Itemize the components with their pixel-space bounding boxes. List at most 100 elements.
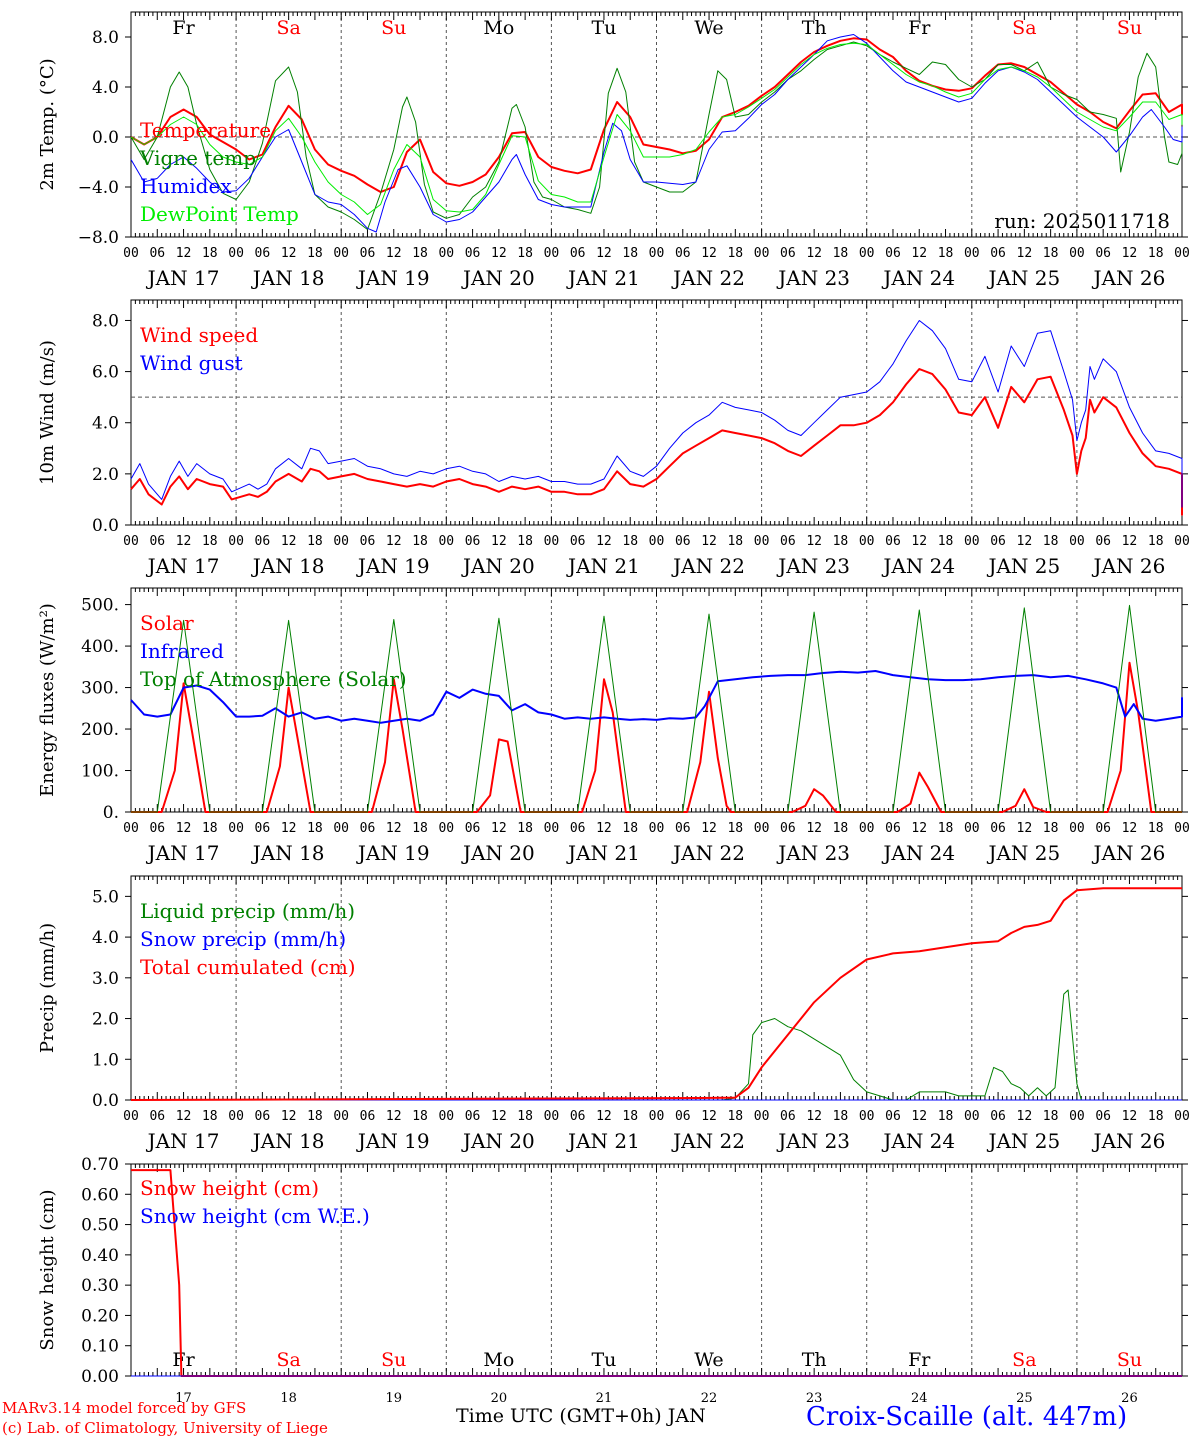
x-hour-label: 00	[333, 534, 349, 549]
station-name: Croix-Scaille (alt. 447m)	[806, 1402, 1128, 1432]
panel-2: 8.0 6.0 4.0 2.0 0.0 10m Wind (m/s) 00 06 12 18 JAN…	[37, 299, 1190, 578]
legend-entry: Total cumulated (cm)	[140, 955, 356, 979]
weekday-label: Su	[381, 17, 406, 39]
legend-entry: Snow height (cm W.E.)	[140, 1204, 370, 1228]
x-hour-label: 18	[727, 1109, 743, 1124]
x-hour-label: 18	[412, 821, 428, 836]
x-date-label: JAN 18	[251, 841, 325, 865]
x-date-label: JAN 25	[986, 266, 1060, 290]
weekday-label: Sa	[1012, 17, 1036, 39]
x-hour-label: 12	[911, 534, 927, 549]
y-tick-label: 4.0	[92, 414, 119, 434]
x-hour-label: 00	[438, 1109, 454, 1124]
y-tick-label: 0.0	[92, 516, 119, 536]
weekday-label: Sa	[276, 1349, 300, 1371]
x-hour-label: 00	[438, 246, 454, 261]
x-hour-label: 00	[649, 534, 665, 549]
y-tick-label: 400.	[81, 637, 119, 657]
x-hour-label: 06	[149, 821, 165, 836]
x-hour-label: 06	[1095, 1109, 1111, 1124]
x-hour-label: 18	[307, 534, 323, 549]
x-hour-label: 12	[806, 821, 822, 836]
x-date-label: JAN 17	[146, 841, 220, 865]
x-day-number: 17	[175, 1391, 192, 1406]
x-hour-label: 00	[754, 534, 770, 549]
x-hour-label: 06	[675, 1109, 691, 1124]
x-hour-label: 00	[1174, 821, 1190, 836]
x-hour-label: 18	[1043, 821, 1059, 836]
x-date-label: JAN 21	[566, 266, 640, 290]
x-hour-label: 00	[859, 534, 875, 549]
x-hour-label: 00	[228, 246, 244, 261]
y-tick-label: 0.40	[81, 1246, 119, 1266]
series-line	[130, 670, 1183, 724]
x-hour-label: 00	[1069, 534, 1085, 549]
x-hour-label: 12	[176, 821, 192, 836]
x-hour-label: 06	[255, 246, 271, 261]
legend-entry: Wind gust	[140, 351, 243, 375]
x-hour-label: 18	[412, 534, 428, 549]
x-hour-label: 18	[622, 1109, 638, 1124]
x-hour-label: 00	[1069, 1109, 1085, 1124]
x-date-label: JAN 26	[1092, 841, 1166, 865]
x-hour-label: 06	[570, 1109, 586, 1124]
x-hour-label: 00	[964, 821, 980, 836]
x-hour-label: 18	[1043, 1109, 1059, 1124]
x-date-label: JAN 24	[881, 266, 955, 290]
x-hour-label: 06	[885, 534, 901, 549]
x-hour-label: 18	[517, 534, 533, 549]
x-date-label: JAN 22	[671, 554, 745, 578]
x-hour-label: 00	[228, 821, 244, 836]
x-hour-label: 06	[1095, 246, 1111, 261]
x-date-label: JAN 20	[461, 266, 535, 290]
x-hour-label: 12	[911, 246, 927, 261]
x-date-label: JAN 26	[1092, 554, 1166, 578]
y-axis-label: Precip (mm/h)	[37, 923, 58, 1053]
x-hour-label: 06	[255, 821, 271, 836]
x-hour-label: 00	[333, 1109, 349, 1124]
y-axis-label: 2m Temp. (°C)	[37, 58, 58, 190]
weekday-label: We	[694, 17, 723, 39]
x-hour-label: 12	[1122, 821, 1138, 836]
x-hour-label: 12	[386, 534, 402, 549]
x-hour-label: 12	[701, 1109, 717, 1124]
weekday-label: Sa	[276, 17, 300, 39]
x-hour-label: 00	[123, 1109, 139, 1124]
x-date-label: JAN 19	[356, 1129, 430, 1153]
x-hour-label: 00	[964, 534, 980, 549]
x-hour-label: 06	[149, 1109, 165, 1124]
x-hour-label: 12	[1017, 246, 1033, 261]
series-line	[131, 989, 1182, 1101]
x-date-label: JAN 26	[1092, 1129, 1166, 1153]
x-hour-label: 06	[990, 1109, 1006, 1124]
y-tick-label: 4.0	[92, 928, 119, 948]
x-hour-label: 00	[964, 246, 980, 261]
x-hour-label: 06	[990, 534, 1006, 549]
y-tick-label: 500.	[81, 596, 119, 616]
x-hour-label: 12	[491, 1109, 507, 1124]
x-hour-label: 18	[412, 246, 428, 261]
x-date-label: JAN 18	[251, 1129, 325, 1153]
x-hour-label: 06	[255, 1109, 271, 1124]
y-axis-label: 10m Wind (m/s)	[37, 340, 58, 485]
x-hour-label: 12	[176, 1109, 192, 1124]
x-hour-label: 12	[281, 534, 297, 549]
x-hour-label: 00	[859, 246, 875, 261]
y-tick-label: 0.00	[81, 1367, 119, 1387]
x-day-number: 21	[596, 1391, 613, 1406]
y-tick-label: 1.0	[92, 1050, 119, 1070]
x-hour-label: 18	[1043, 246, 1059, 261]
y-tick-label: 0.30	[81, 1276, 119, 1296]
x-hour-label: 06	[570, 821, 586, 836]
weekday-label: Fr	[908, 17, 931, 39]
x-hour-label: 06	[990, 246, 1006, 261]
x-date-label: JAN 24	[881, 841, 955, 865]
x-hour-label: 06	[780, 821, 796, 836]
x-hour-label: 06	[780, 1109, 796, 1124]
legend-entry: Infrared	[140, 639, 224, 663]
series-line	[131, 604, 1182, 813]
x-date-label: JAN 20	[461, 1129, 535, 1153]
x-hour-label: 12	[386, 1109, 402, 1124]
legend-entry: Temperature	[140, 118, 271, 142]
